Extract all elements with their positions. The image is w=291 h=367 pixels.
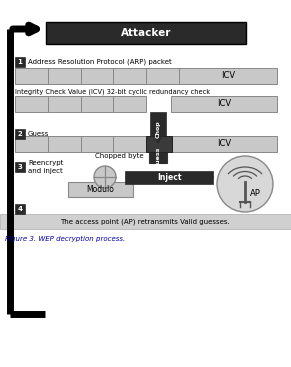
Text: 4: 4 <box>17 206 22 212</box>
Text: Attacker: Attacker <box>121 28 171 38</box>
Bar <box>15 162 25 172</box>
Text: Chop: Chop <box>155 121 161 138</box>
Bar <box>150 112 166 144</box>
Bar <box>48 136 81 152</box>
Bar <box>146 136 172 152</box>
Text: ICV: ICV <box>218 139 232 149</box>
Text: Integrity Check Value (ICV) 32-bit cyclic redundancy check: Integrity Check Value (ICV) 32-bit cycli… <box>15 89 210 95</box>
Bar <box>149 149 167 163</box>
Bar <box>179 68 277 84</box>
Bar <box>113 68 146 84</box>
Text: The access point (AP) retransmits Valid guesses.: The access point (AP) retransmits Valid … <box>60 218 230 225</box>
Bar <box>125 171 213 184</box>
Bar <box>15 57 25 67</box>
Text: ICV: ICV <box>221 72 235 80</box>
Circle shape <box>217 156 273 212</box>
Bar <box>15 136 48 152</box>
Text: Reencrypt
and inject: Reencrypt and inject <box>28 160 63 174</box>
Text: Modulo: Modulo <box>86 185 114 194</box>
Bar <box>15 68 48 84</box>
Bar <box>172 136 277 152</box>
Bar <box>113 96 146 112</box>
Bar <box>81 136 113 152</box>
Bar <box>0 229 291 247</box>
Text: Chopped byte: Chopped byte <box>95 153 144 159</box>
Text: Inject: Inject <box>157 172 181 182</box>
Bar <box>15 204 25 214</box>
Text: ICV: ICV <box>217 99 231 109</box>
Bar <box>0 0 291 229</box>
Text: AP: AP <box>250 189 261 199</box>
Bar <box>146 68 179 84</box>
Text: 2: 2 <box>18 131 22 137</box>
Text: Guess: Guess <box>28 131 49 137</box>
Bar <box>81 96 113 112</box>
Text: Guess: Guess <box>155 147 161 168</box>
Bar <box>46 22 246 44</box>
Text: 1: 1 <box>17 59 22 65</box>
Bar <box>150 149 166 163</box>
Bar <box>15 96 48 112</box>
Bar <box>48 68 81 84</box>
Bar <box>0 214 291 229</box>
Circle shape <box>94 166 116 188</box>
Bar <box>81 68 113 84</box>
Bar <box>15 129 25 139</box>
Text: Figure 3. WEP decryption process.: Figure 3. WEP decryption process. <box>5 236 125 242</box>
Bar <box>48 96 81 112</box>
Bar <box>171 96 277 112</box>
Text: Address Resolution Protocol (ARP) packet: Address Resolution Protocol (ARP) packet <box>28 59 172 65</box>
Text: 3: 3 <box>17 164 22 170</box>
Bar <box>113 136 146 152</box>
Bar <box>68 182 133 197</box>
